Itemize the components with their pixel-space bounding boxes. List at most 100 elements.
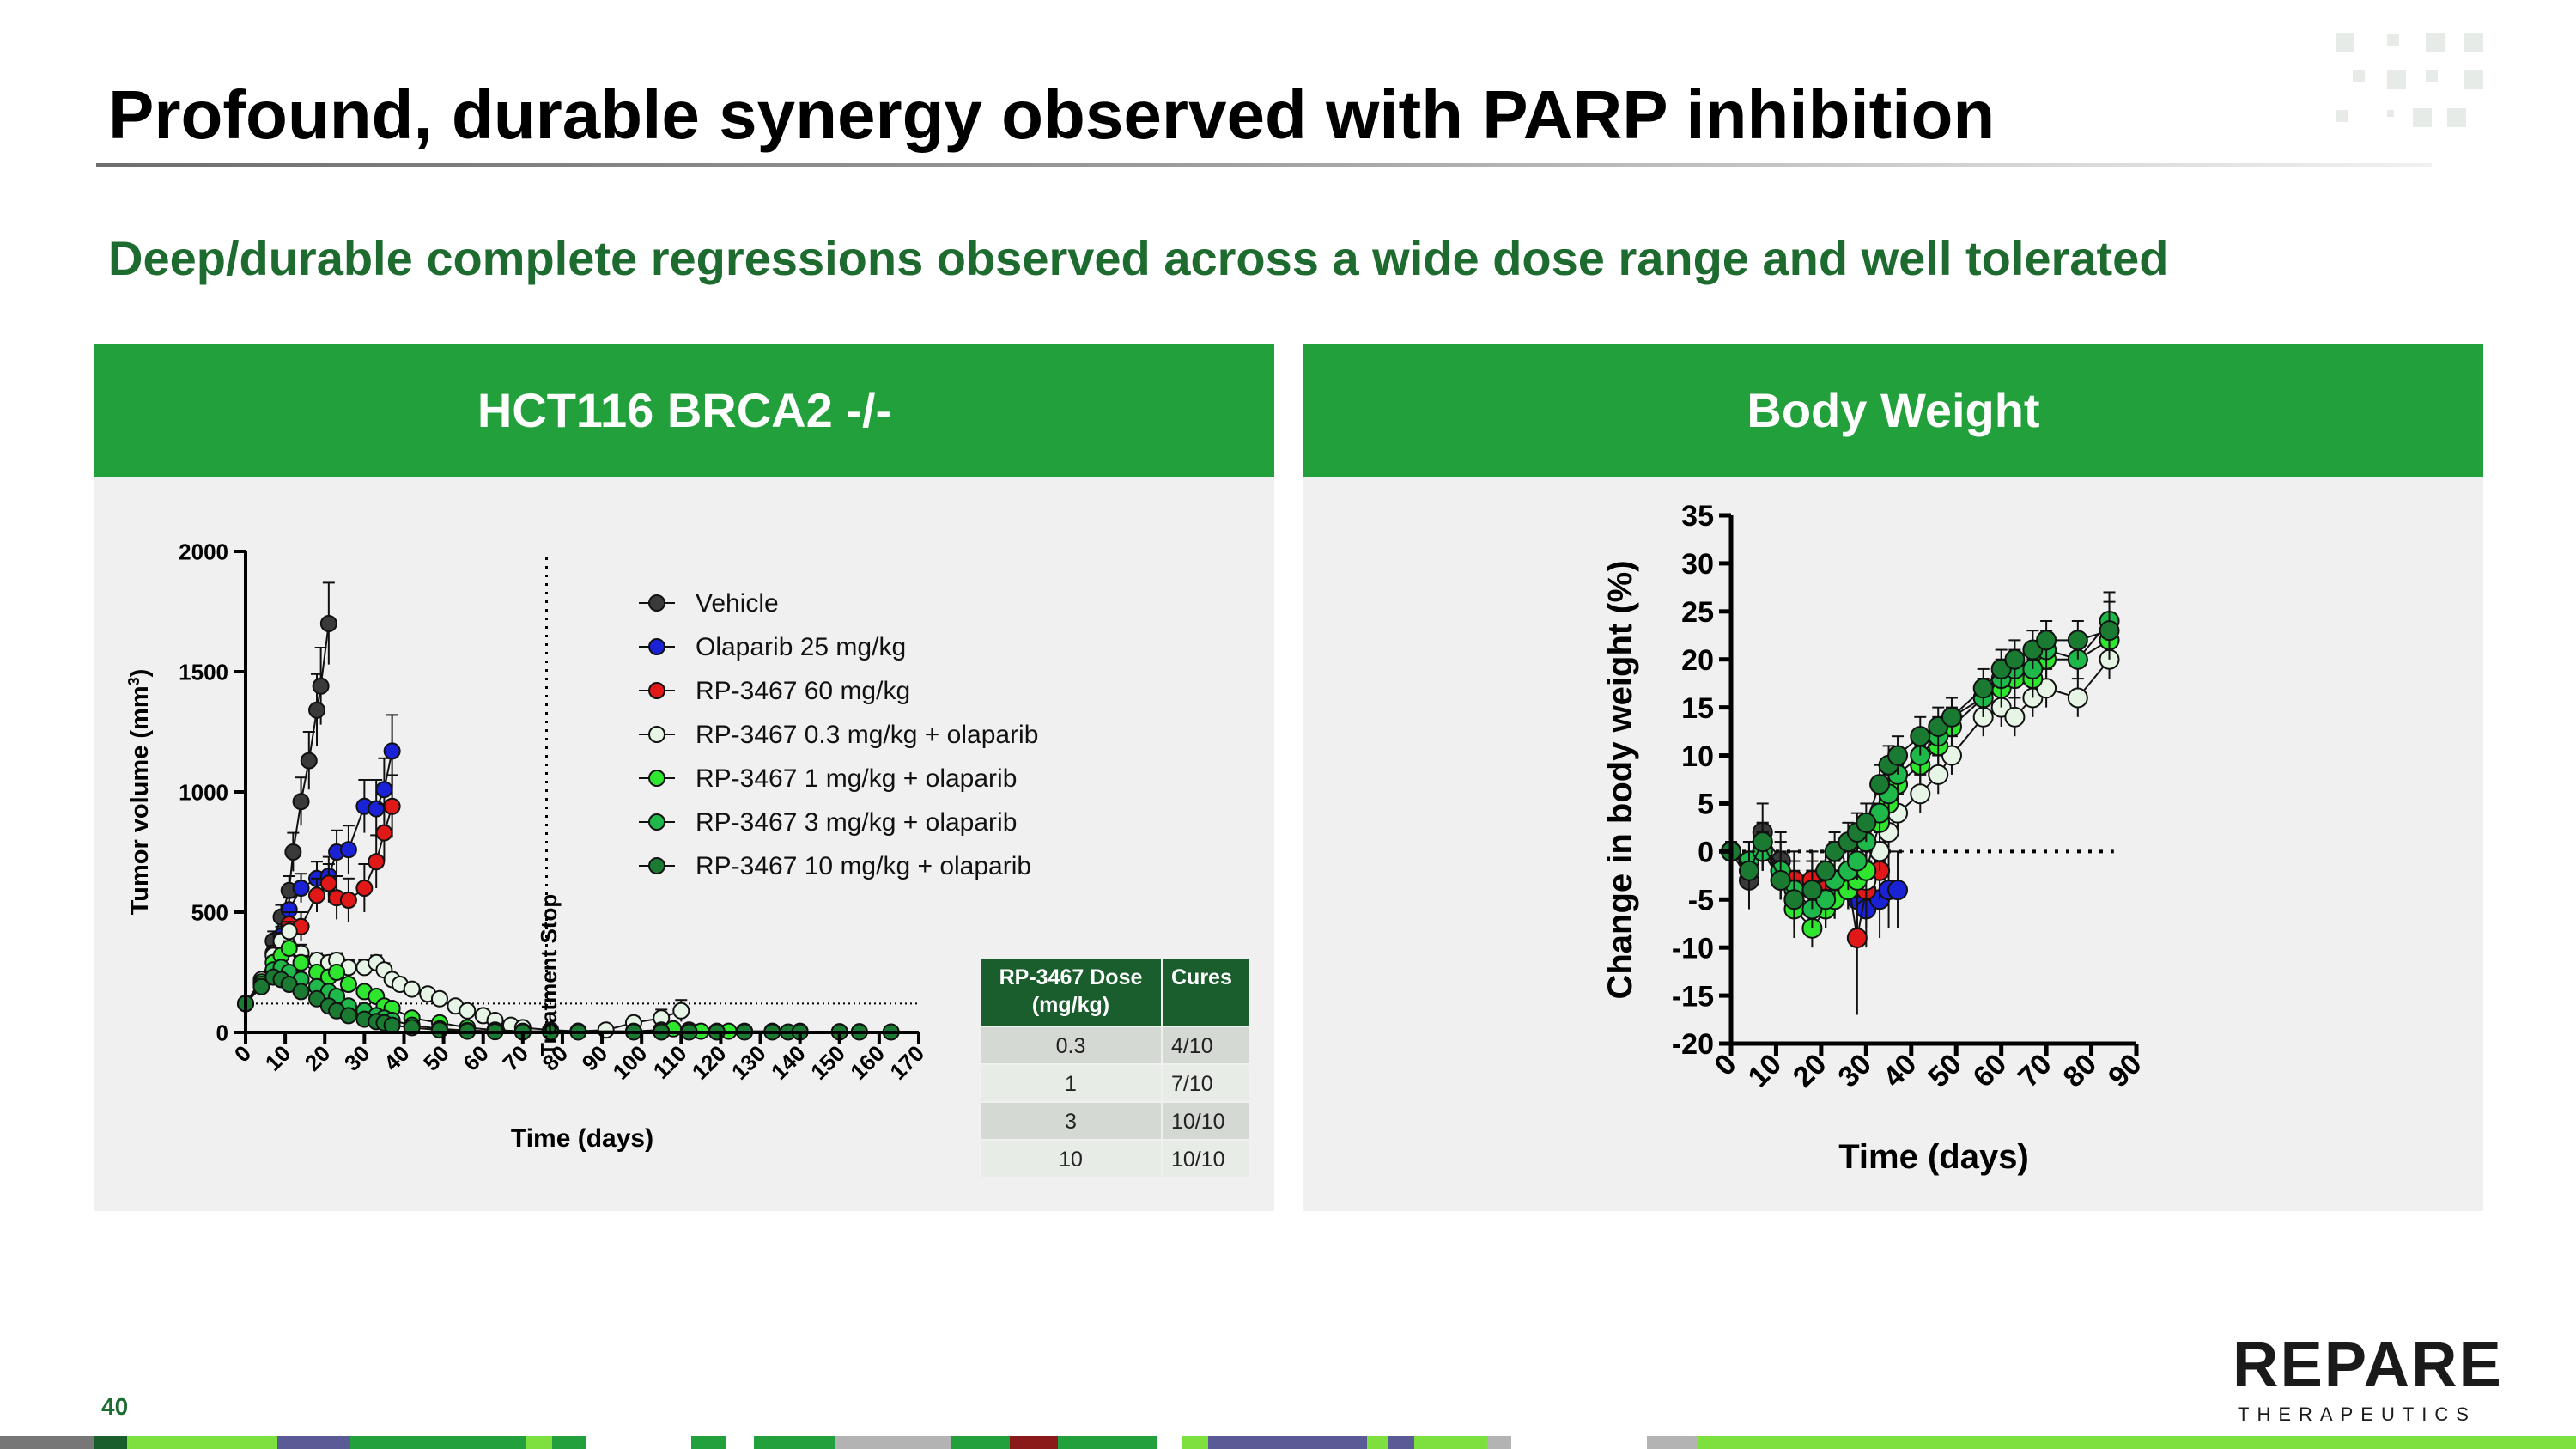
y-tick-label: 30 bbox=[1681, 548, 1714, 581]
y-tick-label: 15 bbox=[1681, 692, 1714, 725]
data-point bbox=[1887, 880, 1909, 901]
x-tick-label: 20 bbox=[1787, 1048, 1833, 1094]
data-point bbox=[1972, 678, 1994, 699]
x-tick-label: 130 bbox=[726, 1040, 771, 1085]
title-underline bbox=[96, 163, 2432, 167]
legend-label: RP-3467 60 mg/kg bbox=[696, 677, 910, 705]
cures-table-header-dose-line2: (mg/kg) bbox=[1032, 993, 1109, 1017]
legend-label: RP-3467 0.3 mg/kg + olaparib bbox=[696, 721, 1038, 749]
x-tick-label: 170 bbox=[884, 1040, 929, 1085]
data-point bbox=[280, 940, 298, 957]
data-point bbox=[2004, 706, 2026, 728]
x-tick-label: 40 bbox=[1877, 1048, 1923, 1094]
x-tick-label: 10 bbox=[260, 1040, 296, 1076]
data-point bbox=[319, 615, 337, 632]
legend-label: RP-3467 10 mg/kg + olaparib bbox=[696, 852, 1031, 880]
logo-subtext: THERAPEUTICS bbox=[2238, 1403, 2476, 1425]
legend-label: Vehicle bbox=[696, 589, 779, 618]
data-point bbox=[2067, 630, 2088, 651]
x-tick-label: 30 bbox=[1832, 1048, 1878, 1094]
y-tick-label: 0 bbox=[1698, 837, 1714, 869]
legend-marker bbox=[648, 726, 665, 743]
cures-table-cell: 0.3 bbox=[1056, 1034, 1086, 1058]
data-point bbox=[308, 886, 326, 904]
slide-subtitle: Deep/durable complete regressions observ… bbox=[108, 231, 2169, 285]
data-point bbox=[383, 742, 401, 760]
y-tick-label: 500 bbox=[191, 899, 228, 925]
data-point bbox=[308, 701, 326, 719]
legend-marker bbox=[648, 770, 665, 787]
data-point bbox=[1928, 764, 1949, 785]
x-tick-label: 90 bbox=[2102, 1048, 2148, 1094]
data-point bbox=[1941, 706, 1962, 728]
data-point bbox=[1856, 812, 1877, 833]
data-point bbox=[2004, 648, 2026, 670]
data-point bbox=[284, 843, 302, 861]
data-point bbox=[339, 841, 357, 859]
data-point bbox=[430, 989, 448, 1008]
cures-table-cell: 10/10 bbox=[1171, 1148, 1225, 1172]
legend-marker bbox=[648, 813, 665, 831]
cures-table-cell: 1 bbox=[1065, 1072, 1077, 1096]
data-point bbox=[1752, 831, 1773, 853]
data-point bbox=[1783, 889, 1805, 910]
cures-table-cell: 4/10 bbox=[1171, 1034, 1213, 1058]
x-tick-label: 50 bbox=[418, 1040, 454, 1076]
x-tick-label: 30 bbox=[339, 1040, 375, 1076]
y-tick-label: 10 bbox=[1681, 740, 1714, 773]
legend-marker bbox=[648, 594, 665, 612]
cures-table-header-dose-line1: RP-3467 Dose bbox=[999, 965, 1143, 989]
x-tick-label: 160 bbox=[845, 1040, 890, 1085]
y-tick-label: 20 bbox=[1681, 644, 1714, 677]
logo-wordmark: REPARE bbox=[2233, 1329, 2503, 1400]
y-tick-label: 2000 bbox=[179, 539, 228, 564]
legend-label: RP-3467 1 mg/kg + olaparib bbox=[696, 764, 1017, 793]
legend-marker bbox=[648, 638, 665, 655]
x-tick-label: 150 bbox=[805, 1040, 850, 1085]
y-tick-label: 1500 bbox=[179, 659, 228, 685]
data-point bbox=[403, 980, 421, 998]
y-axis-label: Change in body weight (%) bbox=[1601, 560, 1639, 999]
y-axis-label: Tumor volume (mm3) bbox=[125, 669, 154, 916]
cures-table-cell: 7/10 bbox=[1171, 1072, 1213, 1096]
data-point bbox=[319, 874, 337, 892]
data-point bbox=[292, 880, 310, 897]
data-point bbox=[339, 1007, 357, 1025]
data-point bbox=[383, 1016, 401, 1034]
data-point bbox=[672, 1002, 690, 1020]
data-point bbox=[1770, 869, 1791, 891]
y-tick-label: -10 bbox=[1672, 932, 1714, 965]
data-point bbox=[292, 953, 310, 971]
data-point bbox=[280, 922, 298, 941]
corner-dots-decoration bbox=[2336, 33, 2483, 127]
data-point bbox=[2036, 630, 2057, 651]
body-weight-chart: -20-15-10-505101520253035010203040506070… bbox=[1601, 500, 2148, 1176]
data-point bbox=[1910, 726, 1931, 747]
data-point bbox=[1846, 850, 1868, 872]
data-point bbox=[292, 983, 310, 1001]
cures-table: RP-3467 Dose (mg/kg) Cures 0.3 4/10 1 7/… bbox=[981, 959, 1249, 1177]
data-point bbox=[300, 752, 318, 770]
x-tick-label: 20 bbox=[300, 1040, 336, 1076]
data-point bbox=[1738, 860, 1759, 881]
legend-label: RP-3467 3 mg/kg + olaparib bbox=[696, 808, 1017, 837]
body-weight-panel-header: Body Weight bbox=[1303, 344, 2483, 477]
x-tick-label: 90 bbox=[577, 1040, 613, 1076]
x-tick-label: 40 bbox=[379, 1040, 415, 1076]
repare-logo: REPARE THERAPEUTICS bbox=[2233, 1329, 2503, 1426]
data-point bbox=[292, 793, 310, 811]
cures-table-cell: 3 bbox=[1065, 1110, 1077, 1134]
data-point bbox=[339, 892, 357, 909]
data-point bbox=[312, 677, 330, 695]
x-tick-label: 140 bbox=[766, 1040, 811, 1085]
data-point bbox=[252, 977, 270, 995]
y-tick-label: 35 bbox=[1681, 500, 1714, 533]
x-tick-label: 60 bbox=[1967, 1048, 2014, 1094]
data-point bbox=[1846, 928, 1868, 948]
x-axis-label: Time (days) bbox=[1838, 1138, 2029, 1176]
x-tick-label: 120 bbox=[687, 1040, 732, 1085]
data-point bbox=[1869, 774, 1891, 795]
x-tick-label: 100 bbox=[608, 1040, 653, 1085]
x-tick-label: 70 bbox=[2012, 1048, 2058, 1094]
